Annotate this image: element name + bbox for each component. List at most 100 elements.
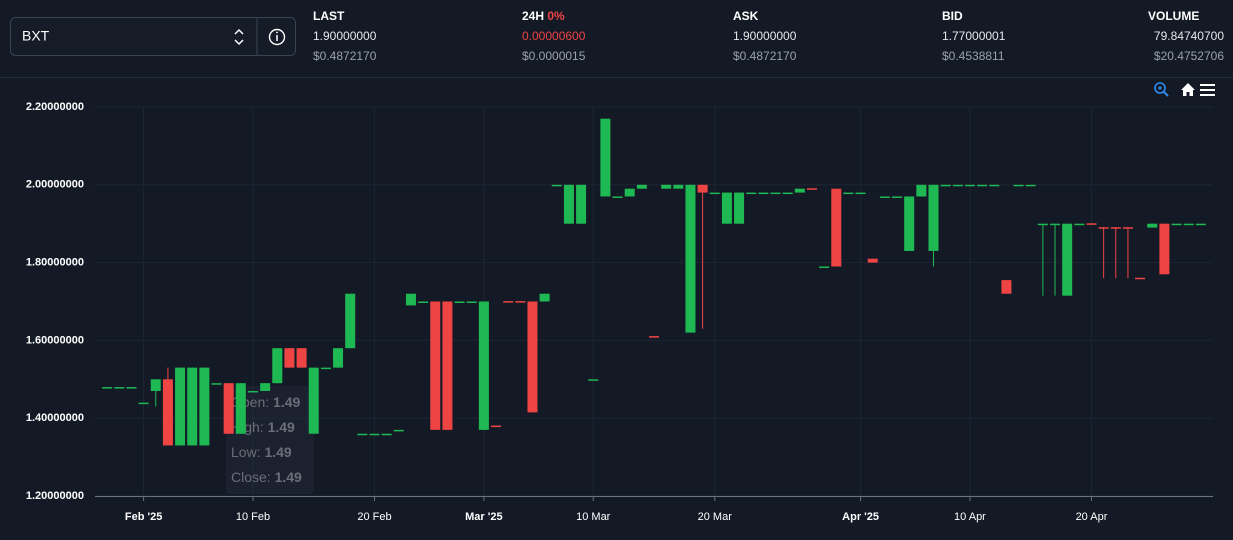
candle-body	[563, 184, 574, 224]
candle-body	[175, 367, 186, 446]
candle-body	[758, 192, 769, 195]
candle-body	[892, 196, 903, 198]
stat-value: 0.00000600	[522, 29, 586, 43]
candle-body	[296, 348, 307, 368]
stat-label-text: 24H	[522, 9, 544, 23]
x-tick-label: 20 Mar	[698, 511, 733, 523]
stat-label: LAST	[313, 9, 345, 23]
candle-body	[381, 433, 392, 436]
candle-body	[1159, 223, 1170, 275]
stat-change: 0%	[547, 9, 565, 23]
candle-body	[1062, 223, 1073, 296]
candle-body	[1122, 227, 1133, 229]
menu-icon[interactable]	[1200, 84, 1215, 96]
candle-body	[649, 336, 659, 338]
candle-body	[721, 192, 732, 224]
tooltip-row: Low: 1.49	[231, 444, 292, 460]
candle-body	[418, 301, 429, 303]
candle-body	[1086, 223, 1097, 225]
candle-body	[624, 188, 635, 197]
x-tick-label: 10 Feb	[236, 511, 270, 523]
x-tick-label: 20 Feb	[357, 511, 391, 523]
candle-body	[806, 188, 817, 190]
candle-body	[211, 383, 222, 385]
candle-body	[964, 184, 975, 187]
zoom-handle	[1163, 91, 1169, 97]
stat-sub: $0.4872170	[313, 49, 377, 63]
zoom-icon[interactable]	[1154, 82, 1169, 97]
candle-body	[734, 192, 745, 224]
candle-body	[1183, 223, 1194, 226]
candle-body	[345, 293, 356, 349]
candle-body	[393, 429, 404, 432]
candle-body	[138, 402, 149, 405]
candle-body	[1025, 184, 1036, 187]
candle-body	[491, 425, 502, 428]
candle-body	[1098, 227, 1109, 229]
candle-body	[843, 192, 854, 195]
zoom-plus	[1158, 86, 1162, 90]
zoom-lens[interactable]	[1154, 82, 1166, 94]
candle-body	[612, 196, 623, 198]
candle-body	[1147, 223, 1158, 228]
candle-body	[551, 184, 562, 187]
candle-body	[1074, 223, 1085, 226]
candle-body	[102, 387, 113, 389]
candle-body	[333, 348, 344, 368]
select-arrows[interactable]	[234, 28, 244, 46]
stat-sub: $20.4752706	[1154, 49, 1224, 63]
candle-body	[357, 433, 368, 436]
y-tick-label: 1.40000000	[26, 412, 84, 424]
candle-body	[150, 379, 161, 391]
stat-label: VOLUME	[1148, 9, 1199, 23]
plot-area: 1.20000000 1.40000000 1.60000000 1.80000000…	[26, 101, 1213, 523]
candle-body	[369, 433, 380, 436]
tooltip-value: 1.49	[273, 394, 300, 410]
candle-body	[989, 184, 1000, 187]
candle-body	[478, 301, 489, 430]
stat-value: 79.84740700	[1154, 29, 1224, 43]
stat-sub: $0.4538811	[942, 49, 1005, 63]
stat-label: ASK	[733, 9, 759, 23]
candle-body	[952, 184, 963, 187]
candle-body	[855, 192, 866, 195]
candle-body	[260, 383, 271, 391]
candle-body	[576, 184, 587, 224]
candle-body	[600, 118, 611, 197]
candle-body	[916, 184, 927, 197]
home-icon[interactable]	[1181, 83, 1195, 96]
candle-body	[199, 367, 210, 446]
candle-body	[114, 387, 125, 389]
candle-body	[308, 367, 319, 434]
y-tick-label: 1.20000000	[26, 490, 84, 502]
candle-body	[284, 348, 295, 368]
y-tick-label: 1.80000000	[26, 257, 84, 269]
symbol-name[interactable]: BXT	[22, 28, 50, 44]
tooltip-label: Close:	[231, 469, 271, 485]
stat-label: BID	[942, 9, 963, 23]
candle-body	[746, 192, 757, 195]
stat-value: 1.90000000	[313, 29, 377, 43]
candle-body	[454, 301, 465, 303]
candle-body	[320, 367, 331, 370]
y-tick-label: 2.00000000	[26, 179, 84, 191]
candle-body	[1001, 280, 1012, 294]
tooltip-value: 1.49	[264, 444, 291, 460]
info-button[interactable]	[268, 28, 286, 46]
y-tick-label: 2.20000000	[26, 101, 84, 113]
tooltip-value: 1.49	[275, 469, 302, 485]
candle-body	[588, 379, 599, 381]
candle-body	[223, 383, 234, 434]
info-icon[interactable]	[268, 28, 286, 46]
tooltip-row: Close: 1.49	[231, 469, 302, 485]
candle-body	[867, 258, 878, 263]
candle-body	[442, 301, 453, 430]
symbol-select[interactable]	[10, 17, 296, 56]
candle-body	[673, 184, 684, 189]
candle-body	[247, 390, 258, 393]
candle-body	[235, 383, 246, 434]
candle-body	[515, 301, 526, 303]
candle-body	[697, 184, 708, 193]
candle-body	[187, 367, 198, 446]
